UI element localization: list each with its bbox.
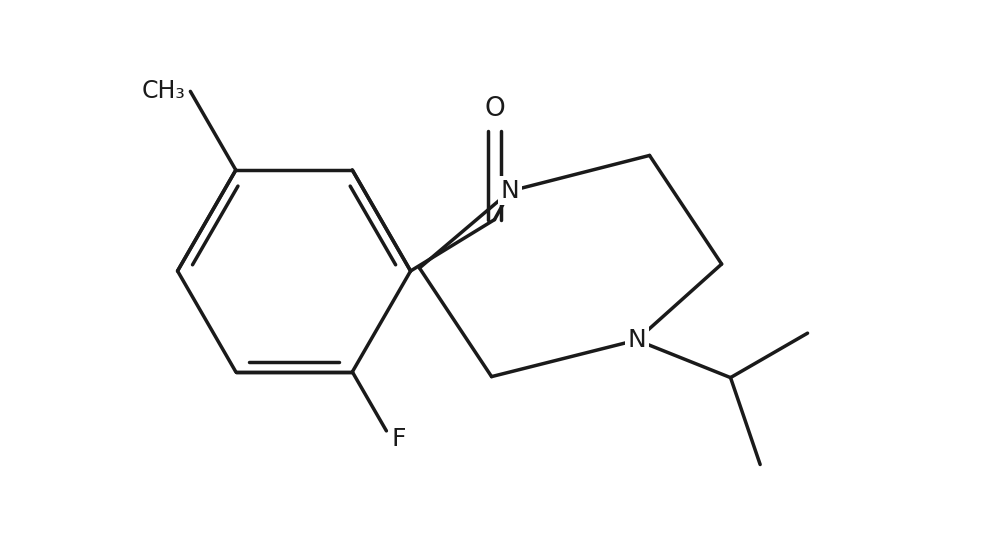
Text: O: O bbox=[485, 96, 504, 122]
Text: N: N bbox=[500, 179, 519, 203]
Text: F: F bbox=[391, 427, 406, 451]
Text: CH₃: CH₃ bbox=[142, 79, 186, 103]
Text: N: N bbox=[628, 328, 646, 352]
